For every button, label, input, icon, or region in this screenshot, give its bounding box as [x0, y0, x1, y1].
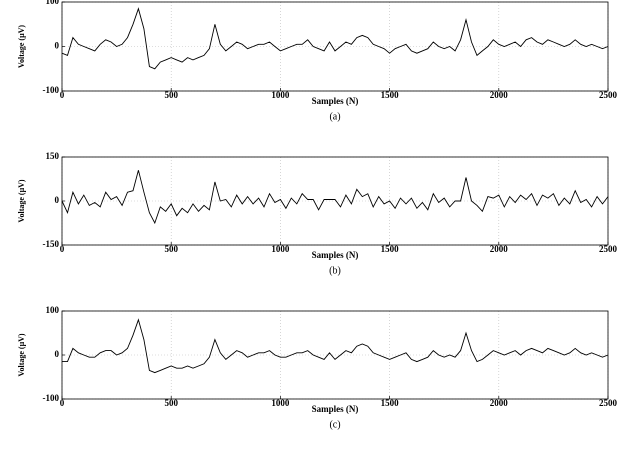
x-tick-label: 2000 [490, 90, 509, 100]
x-tick-label: 2500 [599, 90, 618, 100]
x-tick-label: 1000 [271, 244, 290, 254]
x-tick-label: 2500 [599, 244, 618, 254]
y-tick-label: 100 [46, 305, 60, 315]
x-tick-label: 0 [60, 244, 65, 254]
y-tick-label: 150 [46, 151, 60, 161]
y-tick-label: -100 [43, 393, 60, 403]
signal-line [62, 318, 609, 374]
x-tick-label: 500 [164, 244, 178, 254]
x-tick-label: 2000 [490, 244, 509, 254]
y-tick-label: 0 [55, 349, 60, 359]
y-tick-label: -150 [43, 239, 60, 249]
x-tick-label: 1500 [381, 90, 400, 100]
y-axis-label: Voltage (μV) [17, 25, 26, 68]
x-axis-label: Samples (N) [312, 404, 359, 414]
x-axis-label: Samples (N) [312, 96, 359, 106]
caption: (b) [329, 265, 341, 276]
x-tick-label: 1500 [381, 398, 400, 408]
signal-line [61, 170, 609, 225]
x-tick-label: 1000 [271, 398, 290, 408]
x-tick-label: 1000 [271, 90, 290, 100]
x-axis-label: Samples (N) [312, 250, 359, 260]
x-tick-label: 1500 [381, 244, 400, 254]
signal-line [61, 7, 609, 70]
plot-frame [61, 310, 609, 400]
y-tick-label: -100 [43, 85, 60, 95]
y-tick-label: 100 [46, 0, 60, 6]
x-tick-label: 2000 [490, 398, 509, 408]
x-tick-label: 500 [164, 398, 178, 408]
y-axis-label: Voltage (μV) [17, 179, 26, 222]
x-tick-label: 0 [60, 398, 65, 408]
caption: (c) [329, 419, 340, 430]
plot-frame [61, 156, 609, 246]
y-tick-label: 0 [55, 195, 60, 205]
x-tick-label: 0 [60, 90, 65, 100]
y-tick-label: 0 [55, 41, 60, 51]
caption: (a) [329, 111, 340, 122]
y-axis-label: Voltage (μV) [17, 333, 26, 376]
plot-frame [61, 1, 609, 92]
x-tick-label: 2500 [599, 398, 618, 408]
x-tick-label: 500 [164, 90, 178, 100]
